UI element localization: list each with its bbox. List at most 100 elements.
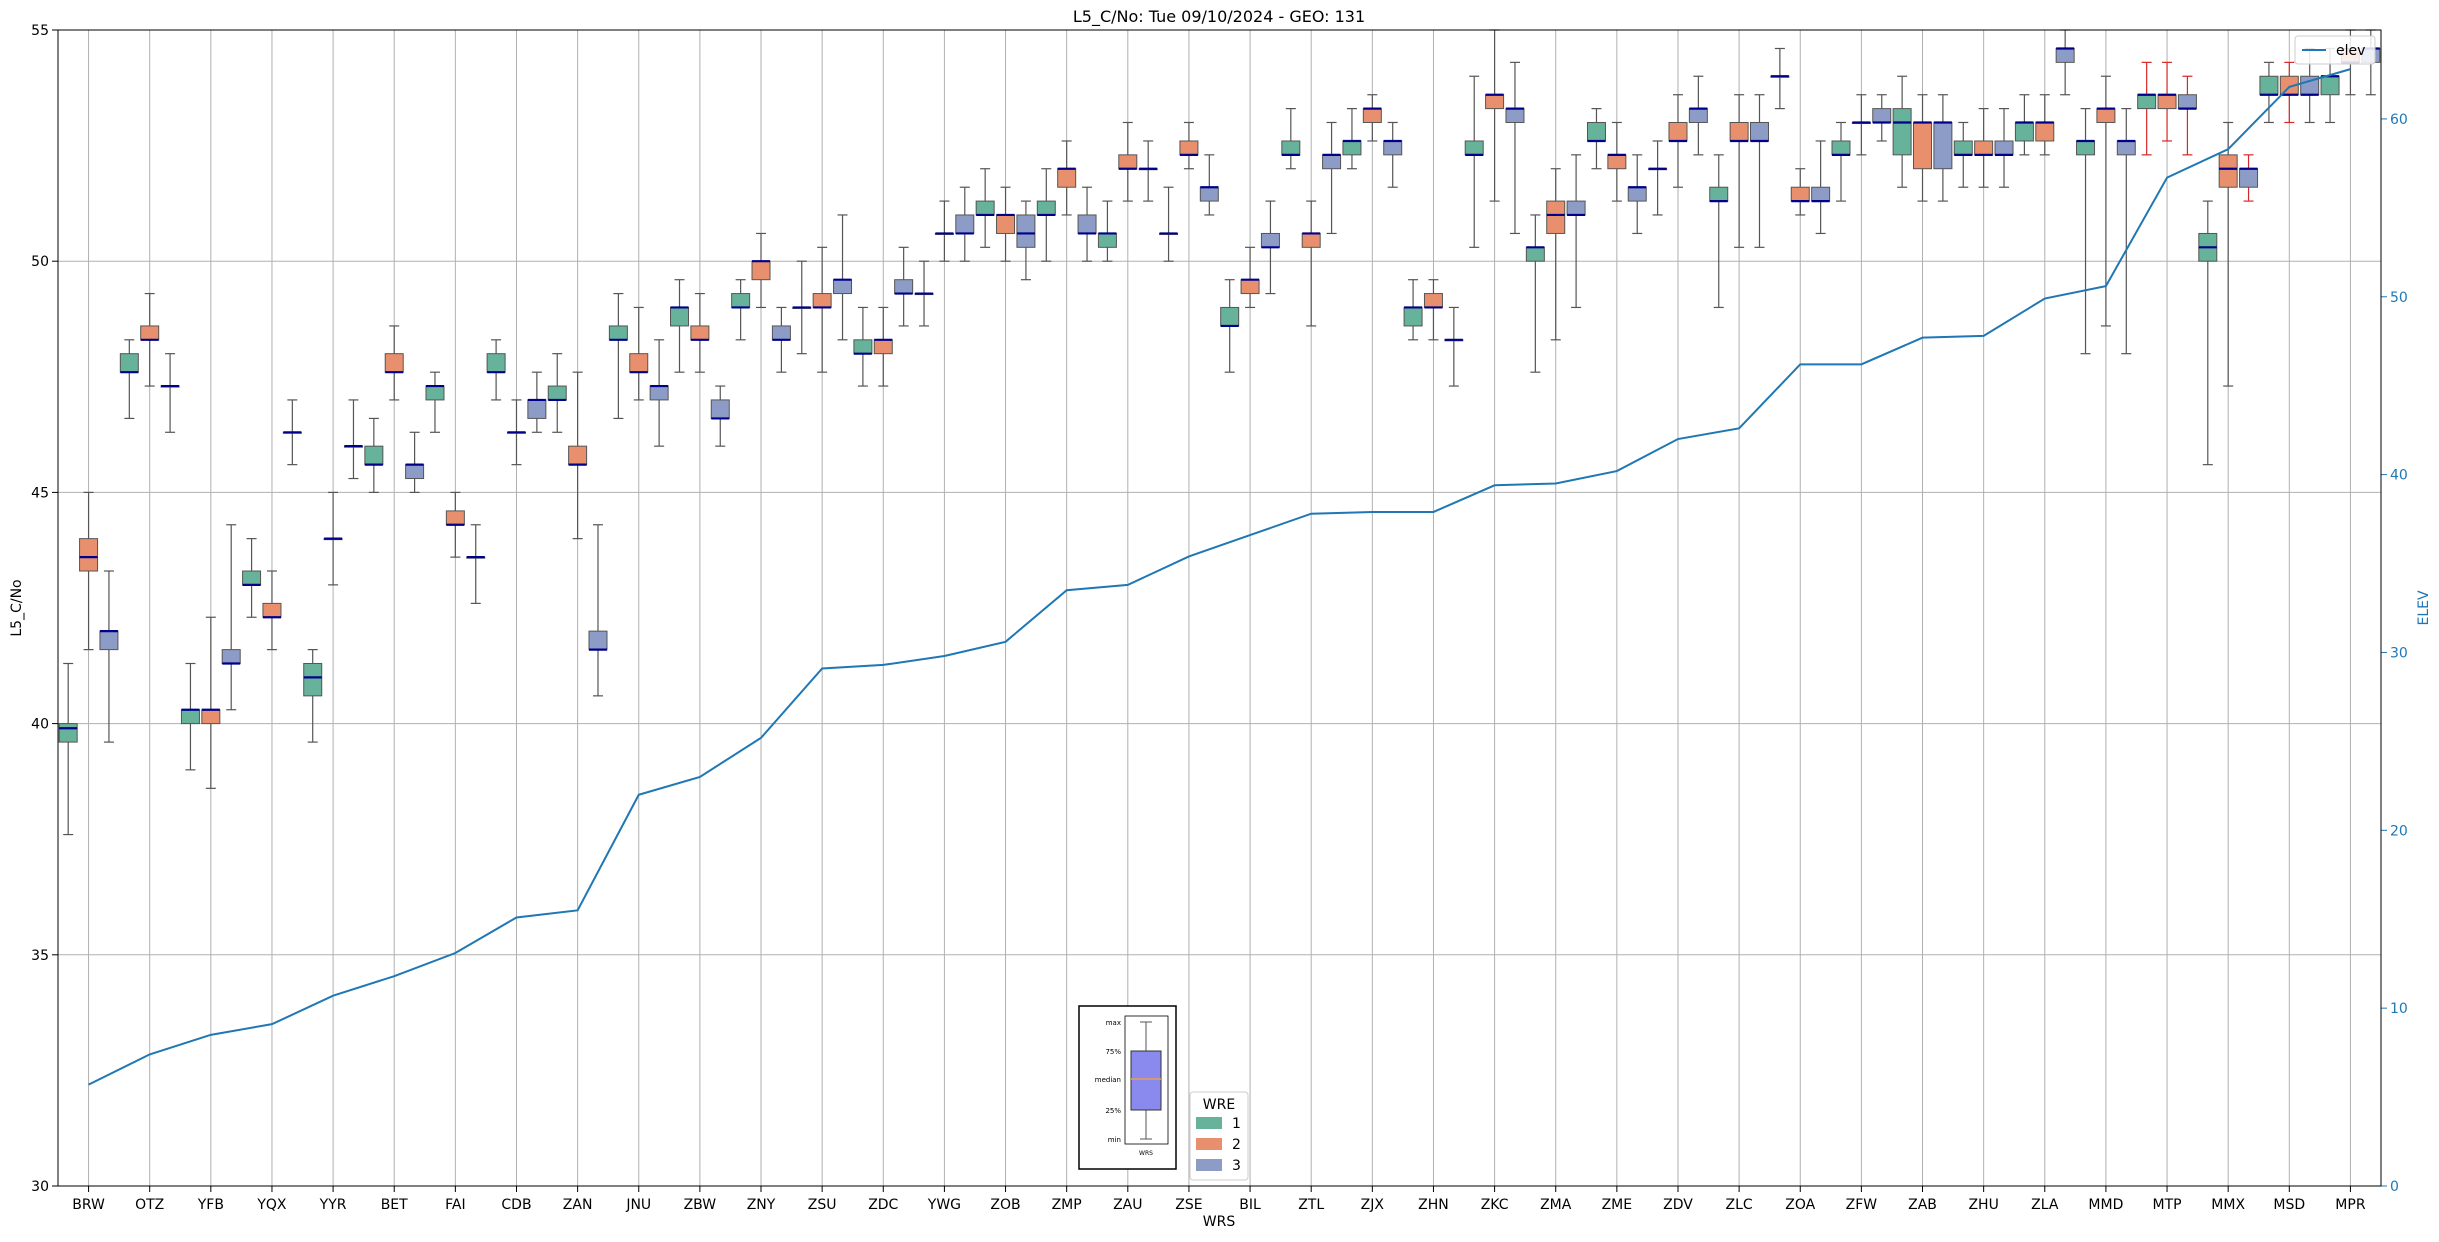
box-iqr: [873, 339, 893, 355]
box-iqr: [751, 260, 771, 281]
box-iqr: [201, 709, 221, 725]
x-tick-label-zkc: ZKC: [1481, 1197, 1509, 1213]
box-mmx-wre3: [2239, 154, 2259, 202]
box-iqr: [1749, 121, 1769, 142]
box-iqr: [262, 602, 282, 618]
box-iqr: [2096, 108, 2116, 123]
box-iqr: [690, 325, 710, 341]
box-iqr: [1403, 306, 1423, 327]
x-tick-label-zbw: ZBW: [684, 1197, 717, 1213]
box-zkc-wre3: [1505, 61, 1525, 235]
key-label-min: min: [1108, 1136, 1121, 1144]
x-tick-label-zme: ZME: [1602, 1197, 1633, 1213]
box-bil-wre2: [1240, 246, 1260, 309]
box-iqr: [99, 630, 119, 651]
y-axis-label: L5_C/No: [9, 579, 25, 636]
box-zlc-wre2: [1729, 94, 1749, 248]
y2-tick-label: 40: [2390, 468, 2408, 484]
box-zla-wre3: [2055, 29, 2075, 96]
box-iqr: [1118, 154, 1138, 170]
key-box-iqr: [1130, 1050, 1162, 1111]
box-iqr: [1974, 140, 1994, 156]
box-iqr: [1220, 306, 1240, 327]
box-yyr-wre2: [323, 491, 343, 586]
x-tick-label-jnu: JNU: [625, 1197, 651, 1213]
box-zsu-wre1: [792, 260, 812, 355]
box-iqr: [1322, 154, 1342, 170]
y2-tick-label: 60: [2390, 112, 2408, 128]
box-iqr: [1546, 200, 1566, 234]
box-zse-wre2: [1179, 121, 1199, 170]
x-tick-label-ztl: ZTL: [1298, 1197, 1324, 1213]
box-zsu-wre2: [812, 246, 832, 373]
box-iqr: [996, 214, 1016, 234]
x-tick-label-otz: OTZ: [135, 1197, 164, 1213]
wre-legend-swatch-1: [1196, 1117, 1222, 1129]
box-iqr: [853, 339, 873, 355]
box-zmp-wre1: [1036, 168, 1056, 262]
box-iqr: [2177, 94, 2197, 110]
box-iqr: [2014, 121, 2034, 142]
box-zbw-wre3: [710, 385, 730, 447]
box-ztl-wre3: [1322, 121, 1342, 235]
box-mtp-wre3: [2177, 75, 2197, 156]
x-tick-label-fai: FAI: [445, 1197, 465, 1213]
box-msd-wre1: [2259, 61, 2279, 124]
box-zse-wre3: [1199, 154, 1219, 216]
box-iqr: [364, 445, 384, 466]
box-zab-wre2: [1913, 94, 1933, 202]
box-iqr: [140, 325, 160, 341]
x-tick-label-zdv: ZDV: [1663, 1197, 1693, 1213]
box-fai-wre2: [445, 491, 465, 558]
box-iqr: [2157, 94, 2177, 110]
box-cdb-wre2: [506, 399, 526, 466]
y-tick-label: 50: [31, 254, 49, 270]
box-otz-wre2: [140, 292, 160, 387]
wre-legend-label-1: 1: [1232, 1116, 1241, 1132]
box-iqr: [1831, 140, 1851, 156]
x-tick-label-bet: BET: [381, 1197, 408, 1213]
box-zma-wre1: [1525, 214, 1545, 373]
box-yqx-wre2: [262, 570, 282, 651]
x-tick-label-zma: ZMA: [1540, 1197, 1572, 1213]
box-zma-wre3: [1566, 154, 1586, 309]
box-zbw-wre2: [690, 292, 710, 373]
box-zse-wre1: [1159, 186, 1179, 262]
box-iqr: [771, 325, 791, 341]
elev-layer: [88, 68, 2351, 1086]
x-tick-label-zan: ZAN: [563, 1197, 593, 1213]
x-tick-label-zau: ZAU: [1113, 1197, 1142, 1213]
elev-legend-frame: [2294, 35, 2376, 65]
box-mmd-wre2: [2096, 75, 2116, 327]
box-zma-wre2: [1546, 168, 1566, 341]
box-zmp-wre2: [1057, 140, 1077, 216]
box-zme-wre2: [1607, 121, 1627, 202]
x-tick-label-brw: BRW: [72, 1197, 105, 1213]
box-yyr-wre3: [343, 399, 363, 480]
box-brw-wre1: [58, 662, 78, 836]
box-zla-wre1: [2014, 94, 2034, 156]
box-zny-wre2: [751, 232, 771, 309]
box-iqr: [1892, 108, 1912, 156]
box-iqr: [1933, 121, 1953, 170]
x-tick-label-cdb: CDB: [501, 1197, 531, 1213]
box-iqr: [1607, 154, 1627, 170]
box-mmd-wre3: [2116, 108, 2136, 355]
x-tick-label-zhn: ZHN: [1418, 1197, 1449, 1213]
x-axis-label: WRS: [1203, 1214, 1236, 1230]
box-iqr: [1057, 168, 1077, 188]
box-zhn-wre2: [1423, 279, 1443, 341]
x-tick-label-zse: ZSE: [1175, 1197, 1202, 1213]
x-tick-label-msd: MSD: [2273, 1197, 2305, 1213]
x-tick-label-zfw: ZFW: [1846, 1197, 1878, 1213]
key-label-q1: 25%: [1105, 1107, 1121, 1115]
box-iqr: [384, 353, 404, 373]
box-iqr: [1362, 108, 1382, 123]
box-zob-wre3: [1016, 200, 1036, 281]
box-iqr: [1872, 108, 1892, 123]
box-ywg-wre2: [934, 200, 954, 262]
x-tick-label-zlc: ZLC: [1726, 1197, 1753, 1213]
box-zjx-wre1: [1342, 108, 1362, 170]
box-iqr: [710, 399, 730, 419]
box-zan-wre3: [588, 524, 608, 697]
